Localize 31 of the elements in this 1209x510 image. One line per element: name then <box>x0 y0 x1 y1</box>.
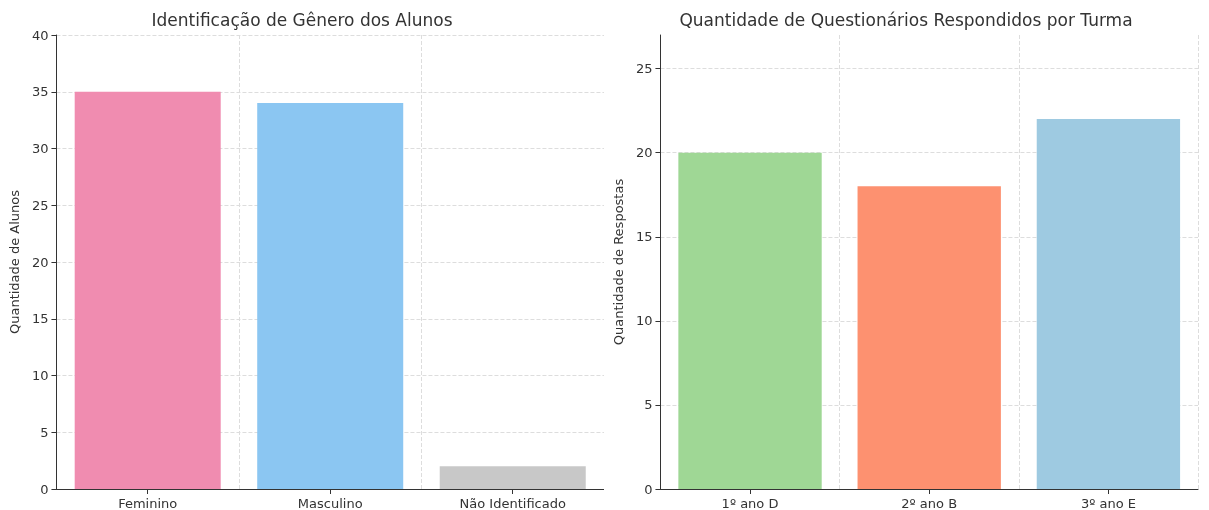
y-tick-label: 20 <box>31 254 49 270</box>
x-tick-label: 3º ano E <box>1080 496 1136 510</box>
x-tick-label: 1º ano D <box>721 496 779 510</box>
y-tick-label: 25 <box>31 197 49 213</box>
y-tick-label: 5 <box>644 397 653 413</box>
y-tick-label: 20 <box>635 145 653 161</box>
y-tick-label: 25 <box>635 61 653 77</box>
y-axis-title: Quantidade de Respostas <box>611 178 626 346</box>
chart-title: Quantidade de Questionários Respondidos por Turma <box>679 9 1133 30</box>
y-tick-label: 30 <box>31 141 49 156</box>
x-tick-label: Feminino <box>118 496 178 510</box>
bar <box>1036 119 1181 489</box>
chart-title: Identificação de Gênero dos Alunos <box>151 9 453 30</box>
y-tick-label: 10 <box>635 313 653 329</box>
y-tick-label: 35 <box>31 84 49 100</box>
y-axis-title: Quantidade de Alunos <box>7 189 22 335</box>
y-tick-label: 0 <box>644 481 653 497</box>
y-tick-label: 10 <box>31 368 49 383</box>
y-tick-label: 15 <box>31 311 49 327</box>
bar <box>257 103 404 489</box>
bar <box>857 186 1001 489</box>
bar <box>74 91 221 489</box>
bar <box>439 466 586 489</box>
bar <box>678 152 822 489</box>
x-tick-label: 2º ano B <box>901 496 958 510</box>
y-tick-label: 15 <box>635 229 653 245</box>
y-tick-label: 5 <box>40 424 49 440</box>
y-tick-label: 0 <box>40 481 49 497</box>
x-tick-label: Não Identificado <box>459 496 566 510</box>
y-tick-label: 40 <box>31 27 49 43</box>
x-tick-label: Masculino <box>297 496 363 510</box>
